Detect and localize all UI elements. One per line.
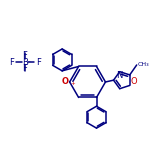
- Text: +: +: [71, 81, 75, 86]
- Text: N: N: [117, 71, 123, 80]
- Text: CH₃: CH₃: [138, 62, 149, 67]
- Text: O: O: [131, 77, 137, 86]
- Text: F: F: [9, 58, 14, 67]
- Text: F: F: [36, 58, 41, 67]
- Text: ⁻: ⁻: [28, 61, 31, 66]
- Text: F: F: [22, 51, 27, 60]
- Text: O: O: [62, 78, 69, 86]
- Text: F: F: [22, 64, 27, 73]
- Text: B: B: [22, 58, 28, 67]
